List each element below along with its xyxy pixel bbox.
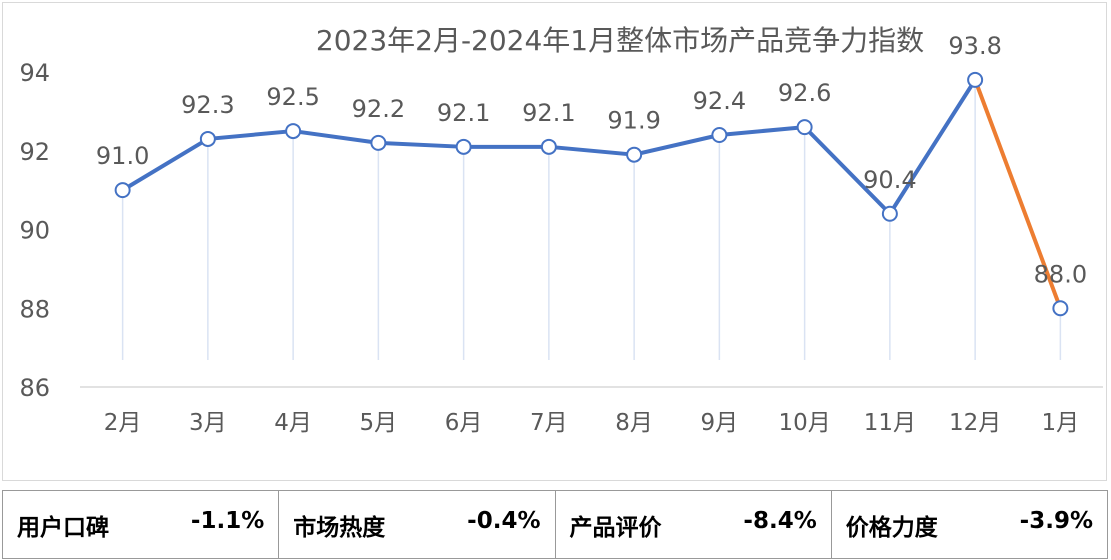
data-label: 92.6 [778,79,831,107]
data-markers [114,71,1069,317]
y-tick-label: 88 [19,295,50,323]
metric-value: -8.4% [743,507,817,534]
metrics-row: 用户口碑 -1.1% 市场热度 -0.4% 产品评价 -8.4% 价格力度 -3… [1,490,1109,559]
x-tick-label: 5月 [360,410,398,436]
data-point [285,123,302,140]
data-point [540,138,557,155]
data-point [626,146,643,163]
highlight-segment [973,77,1063,311]
data-label: 92.1 [437,99,490,127]
y-axis-ticks: 86 88 90 92 94 [19,59,50,402]
series-lines [121,77,1063,311]
x-tick-label: 4月 [274,410,312,436]
data-point [881,205,898,222]
metric-label: 用户口碑 [17,514,109,541]
data-label: 92.2 [352,95,405,123]
metric-value: -0.4% [467,507,541,534]
x-axis-ticks: 2月 3月 4月 5月 6月 7月 8月 9月 10月 11月 12月 1月 [104,410,1079,436]
line-chart: 2023年2月-2024年1月整体市场产品竞争力指数 86 88 90 92 94 2月… [19,24,1103,436]
data-point [455,138,472,155]
y-tick-label: 94 [19,59,50,87]
chart-title: 2023年2月-2024年1月整体市场产品竞争力指数 [316,24,924,57]
x-tick-label: 8月 [615,410,653,436]
metric-label: 产品评价 [569,514,662,541]
data-label: 93.8 [948,32,1001,60]
metrics-table: 用户口碑 -1.1% 市场热度 -0.4% 产品评价 -8.4% 价格力度 -3… [1,490,1109,559]
metric-label: 市场热度 [293,514,386,541]
y-tick-label: 90 [19,217,50,245]
x-tick-label: 2月 [104,410,142,436]
chart-frame [2,2,1107,481]
drop-lines [121,87,1062,360]
data-point [967,71,984,88]
x-tick-label: 9月 [701,410,739,436]
data-point [796,119,813,136]
data-label: 92.5 [266,83,319,111]
x-tick-label: 12月 [949,410,1001,436]
data-point [114,182,131,199]
data-label: 92.4 [693,87,746,115]
data-label: 92.3 [181,91,234,119]
data-label: 91.9 [607,107,660,135]
metric-cell: 用户口碑 -1.1% [1,490,280,559]
y-tick-label: 92 [19,138,50,166]
x-tick-label: 3月 [189,410,227,436]
metric-label: 价格力度 [845,514,938,541]
metric-cell: 市场热度 -0.4% [278,490,556,559]
data-point [199,130,216,147]
y-tick-label: 86 [19,374,50,402]
data-label: 88.0 [1034,260,1087,288]
data-label: 92.1 [522,99,575,127]
data-point [1052,300,1069,317]
data-labels: 91.0 92.3 92.5 92.2 92.1 92.1 91.9 92.4 92.6 90.4… [96,32,1087,288]
x-tick-label: 7月 [530,410,568,436]
data-point [711,127,728,143]
metric-value: -3.9% [1019,507,1093,534]
data-label: 91.0 [96,142,149,170]
metric-cell: 产品评价 -8.4% [554,490,832,559]
x-tick-label: 11月 [864,410,916,436]
data-point [370,134,387,151]
x-tick-label: 1月 [1042,410,1080,436]
x-tick-label: 6月 [445,410,483,436]
metric-value: -1.1% [190,507,265,534]
metric-cell: 价格力度 -3.9% [830,490,1109,559]
x-tick-label: 10月 [778,410,830,436]
data-label: 90.4 [863,166,916,194]
